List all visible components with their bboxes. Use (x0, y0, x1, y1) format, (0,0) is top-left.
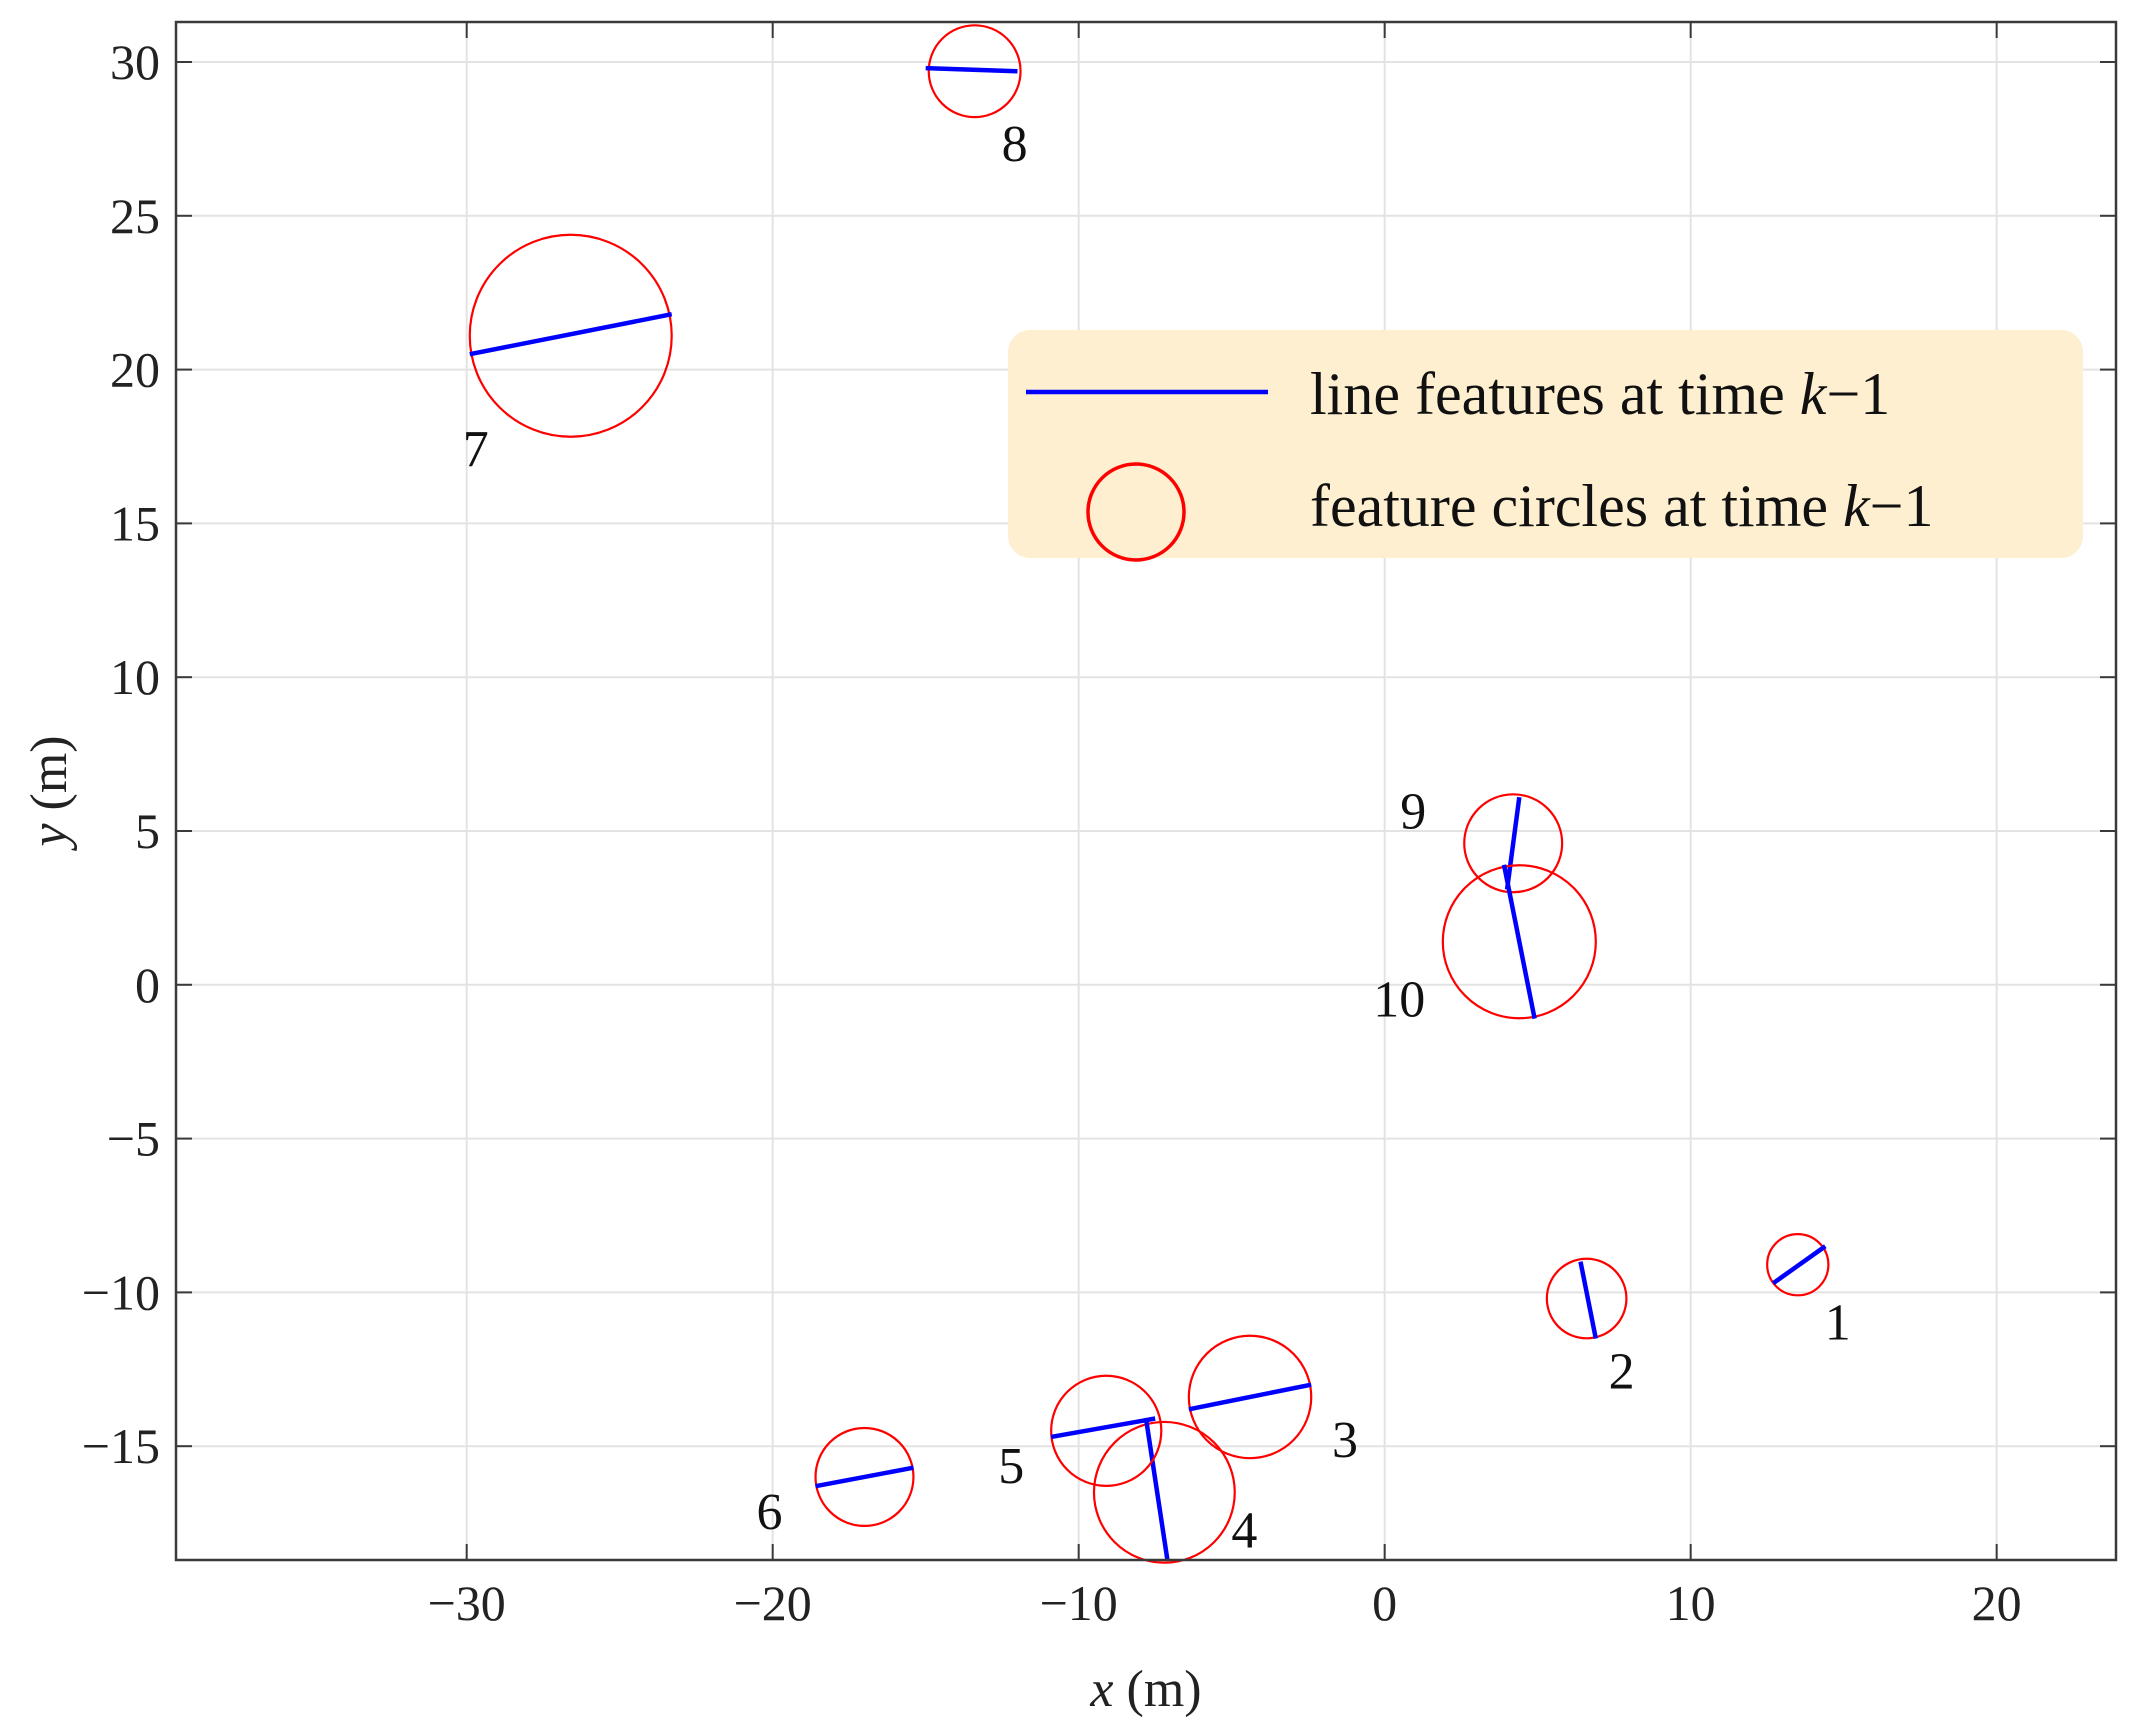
feature-label-2: 2 (1609, 1344, 1635, 1401)
legend-var: k (1800, 361, 1828, 427)
feature-line-8 (925, 65, 1018, 74)
legend-text-after: −1 (1870, 473, 1934, 539)
feature-8: 8 (925, 24, 1028, 173)
feature-label-1: 1 (1825, 1295, 1851, 1352)
x-tick-label: 10 (1666, 1575, 1716, 1631)
features: 1 2 3 4 5 6 7 8 9 10 (463, 24, 1851, 1564)
legend-text-before: line features at time (1310, 361, 1800, 427)
feature-label-9: 9 (1400, 783, 1426, 840)
feature-4: 4 (1092, 1418, 1257, 1564)
y-tick-label: −15 (82, 1418, 160, 1474)
feature-label-7: 7 (463, 421, 489, 478)
x-tick-label: −30 (428, 1575, 506, 1631)
feature-label-8: 8 (1002, 116, 1028, 173)
feature-label-5: 5 (998, 1438, 1024, 1495)
x-tick-label: −10 (1040, 1575, 1118, 1631)
y-tick-label: 15 (110, 495, 160, 551)
y-tick-label: −5 (107, 1111, 160, 1167)
feature-label-10: 10 (1373, 972, 1425, 1029)
y-axis-unit: (m) (21, 735, 78, 823)
y-axis-label: y (m) (21, 735, 78, 851)
legend-entry-2: feature circles at time k−1 (1310, 473, 1934, 539)
feature-label-4: 4 (1231, 1502, 1257, 1559)
feature-line-3 (1188, 1382, 1312, 1412)
feature-line-9 (1504, 796, 1522, 890)
feature-7: 7 (463, 233, 673, 478)
feature-1: 1 (1766, 1233, 1851, 1352)
feature-circle-5 (1050, 1374, 1163, 1487)
x-tick-label: 0 (1372, 1575, 1397, 1631)
feature-circle-8 (927, 24, 1022, 119)
feature-5: 5 (998, 1374, 1163, 1495)
feature-line-1 (1771, 1244, 1827, 1285)
feature-circle-10 (1441, 864, 1597, 1020)
y-tick-label: 10 (110, 649, 160, 705)
x-tick-label: 20 (1972, 1575, 2022, 1631)
x-axis-label: x (m) (1089, 1661, 1201, 1718)
feature-label-3: 3 (1332, 1412, 1358, 1469)
y-tick-label: 5 (135, 803, 160, 859)
feature-3: 3 (1187, 1334, 1358, 1469)
legend-entry-1: line features at time k−1 (1310, 361, 1890, 427)
legend-var: k (1843, 473, 1871, 539)
y-tick-label: 30 (110, 34, 160, 90)
feature-label-6: 6 (756, 1484, 782, 1541)
feature-2: 2 (1545, 1257, 1635, 1401)
x-axis-unit: (m) (1114, 1661, 1202, 1718)
feature-line-6 (815, 1465, 914, 1489)
legend-text-after: −1 (1826, 361, 1890, 427)
axis-ticks (176, 22, 2116, 1560)
y-tick-label: 0 (135, 957, 160, 1013)
y-tick-label: 25 (110, 188, 160, 244)
legend-circle-swatch (1086, 462, 1186, 562)
feature-line-10 (1501, 864, 1537, 1020)
legend-text-before: feature circles at time (1310, 473, 1843, 539)
y-tick-label: 20 (110, 342, 160, 398)
plot-area-frame (174, 20, 2118, 1562)
y-tick-label: −10 (82, 1264, 160, 1320)
feature-line-2 (1578, 1261, 1599, 1339)
feature-circle-1 (1766, 1233, 1830, 1297)
feature-6: 6 (756, 1426, 915, 1541)
feature-circle-7 (468, 233, 673, 438)
x-tick-label: −20 (734, 1575, 812, 1631)
legend-box (1008, 330, 2083, 558)
y-axis-var: y (21, 823, 78, 852)
x-axis-var: x (1089, 1661, 1113, 1718)
feature-9: 9 (1400, 783, 1564, 894)
feature-circle-9 (1463, 793, 1564, 894)
feature-circle-2 (1545, 1257, 1628, 1340)
feature-10: 10 (1373, 864, 1597, 1029)
feature-circle-6 (814, 1426, 915, 1528)
feature-line-4 (1143, 1418, 1170, 1561)
feature-circle-3 (1187, 1334, 1313, 1460)
feature-circle-4 (1092, 1420, 1236, 1564)
feature-line-5 (1050, 1416, 1156, 1440)
feature-line-7 (469, 312, 673, 357)
